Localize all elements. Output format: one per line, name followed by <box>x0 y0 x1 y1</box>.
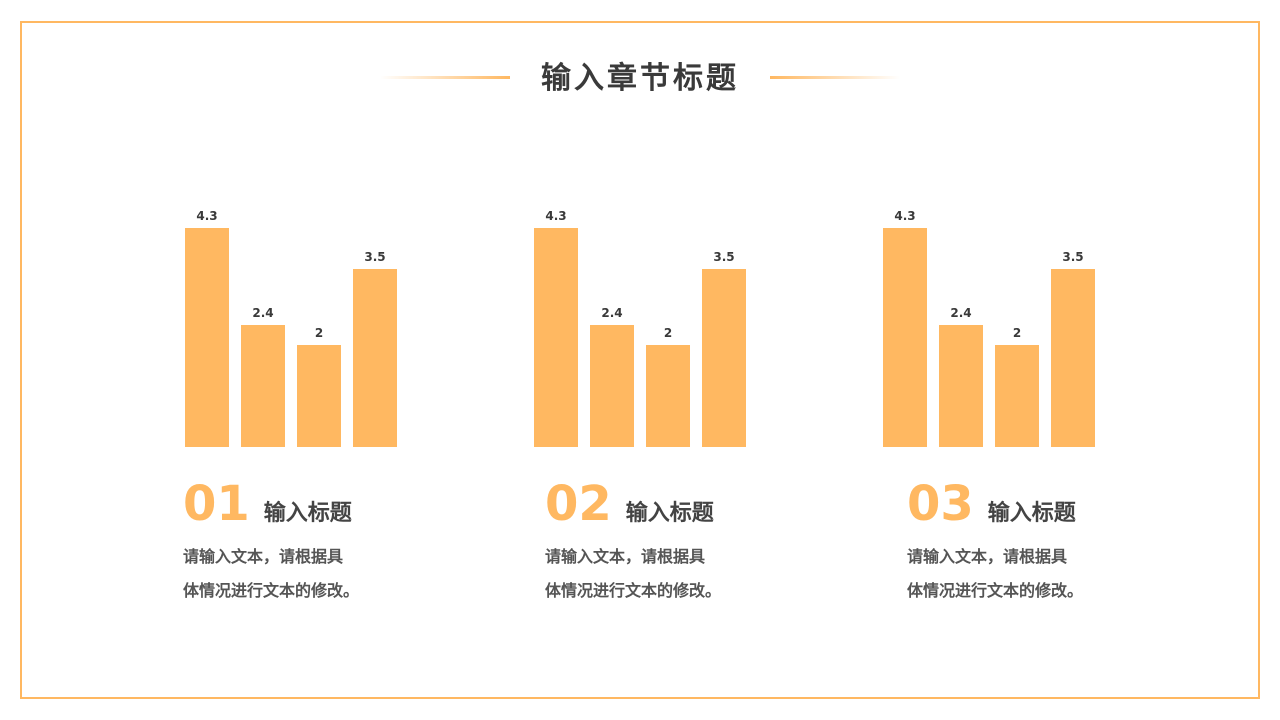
card-number: 02 <box>545 476 612 532</box>
data-label: 2.4 <box>252 305 274 320</box>
bar-2 <box>241 324 285 447</box>
data-label: 2 <box>1012 326 1022 341</box>
card-description: 请输入文本，请根据具 体情况进行文本的修改。 <box>183 540 443 608</box>
data-label: 3.5 <box>364 249 386 264</box>
title-decor-line-right <box>770 76 900 79</box>
card-3: 03 输入标题 请输入文本，请根据具 体情况进行文本的修改。 <box>907 476 1167 608</box>
title-decor-line-left <box>380 76 510 79</box>
bar-chart-3: 4.3 2.4 2 3.5 <box>883 190 1123 447</box>
card-description: 请输入文本，请根据具 体情况进行文本的修改。 <box>907 540 1167 608</box>
data-label: 3.5 <box>1062 249 1084 264</box>
data-label: 4.3 <box>545 209 567 223</box>
bar-1 <box>883 228 927 447</box>
bar-4 <box>1051 268 1095 447</box>
desc-line: 请输入文本，请根据具 <box>907 547 1068 566</box>
card-2: 02 输入标题 请输入文本，请根据具 体情况进行文本的修改。 <box>545 476 805 608</box>
card-title: 输入标题 <box>987 501 1076 526</box>
data-label: 2.4 <box>601 305 623 320</box>
desc-line: 请输入文本，请根据具 <box>183 547 344 566</box>
desc-line: 体情况进行文本的修改。 <box>907 581 1084 600</box>
card-title: 输入标题 <box>263 501 352 526</box>
desc-line: 体情况进行文本的修改。 <box>183 581 360 600</box>
bar-2 <box>939 324 983 447</box>
bar-3 <box>995 345 1039 447</box>
card-title: 输入标题 <box>625 501 714 526</box>
data-label: 2 <box>314 326 324 341</box>
page-title: 输入章节标题 <box>541 61 739 96</box>
desc-line: 体情况进行文本的修改。 <box>545 581 722 600</box>
bar-1 <box>534 228 578 447</box>
bar-chart-2: 4.3 2.4 2 3.5 <box>534 190 774 447</box>
card-number: 03 <box>907 476 974 532</box>
card-description: 请输入文本，请根据具 体情况进行文本的修改。 <box>545 540 805 608</box>
bar-4 <box>353 268 397 447</box>
card-1: 01 输入标题 请输入文本，请根据具 体情况进行文本的修改。 <box>183 476 443 608</box>
bar-4 <box>702 268 746 447</box>
data-label: 4.3 <box>894 209 916 223</box>
data-label: 3.5 <box>713 249 735 264</box>
bar-3 <box>646 345 690 447</box>
bar-2 <box>590 324 634 447</box>
bar-chart-1: 4.3 2.4 2 3.5 <box>185 190 425 447</box>
data-label: 2.4 <box>950 305 972 320</box>
data-label: 2 <box>663 326 673 341</box>
desc-line: 请输入文本，请根据具 <box>545 547 706 566</box>
bar-3 <box>297 345 341 447</box>
data-label: 4.3 <box>196 209 218 223</box>
slide-border <box>20 21 1260 699</box>
card-number: 01 <box>183 476 250 532</box>
bar-1 <box>185 228 229 447</box>
